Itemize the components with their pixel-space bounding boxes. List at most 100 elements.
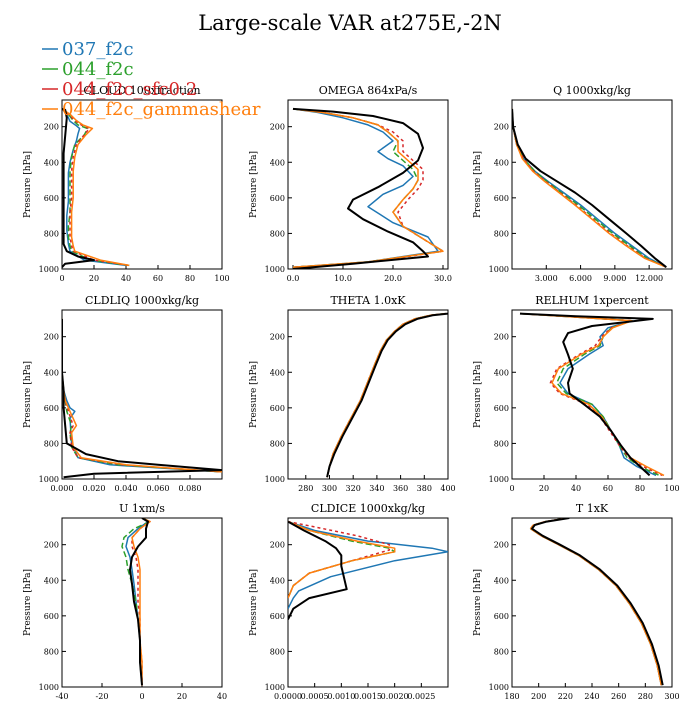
series-line-037-f2c (292, 108, 439, 268)
series-line-044-f2c (519, 312, 660, 477)
subplot-8: CLDICE 1000xkg/kg 200 400 600 800 1000 Pressur… (249, 502, 449, 701)
x-tick-label: 0 (59, 274, 64, 283)
x-tick-label: 260 (611, 692, 626, 700)
x-tick-label: 0.020 (83, 484, 106, 493)
subplot-3: Q 1000xkg/kg 200 400 600 800 1000 Pressure [hP… (473, 84, 673, 283)
series-line-044-f2c-sfc0-2 (519, 312, 663, 477)
x-tick-label: 0.060 (147, 484, 170, 493)
x-tick-label: 0 (509, 484, 514, 493)
plot-frame (511, 99, 673, 270)
series-group (519, 312, 665, 477)
x-tick-label: 20.0 (384, 274, 402, 283)
y-tick-label: 400 (494, 576, 509, 585)
y-tick-label: 400 (270, 368, 285, 377)
y-tick-label: 1000 (489, 265, 509, 274)
series-line-044-f2c (292, 108, 444, 268)
x-tick-label: 3.000 (535, 274, 558, 283)
y-tick-label: 200 (270, 541, 285, 550)
y-tick-label: 400 (44, 368, 59, 377)
y-axis-label: Pressure [hPa] (473, 361, 483, 428)
series-line-044-f2c-sfc0-2 (512, 108, 667, 268)
x-tick-label: 60 (603, 484, 613, 493)
y-tick-label: 800 (44, 229, 59, 238)
y-axis-label: Pressure [hPa] (23, 361, 33, 428)
y-tick-label: 800 (270, 647, 285, 656)
series-group (292, 107, 444, 269)
legend-label: 044_f2c_gammashear (62, 99, 261, 120)
y-tick-label: 200 (270, 333, 285, 342)
series-line-044-f2c-gammashear (512, 108, 667, 268)
figure-title: Large-scale VAR at275E,-2N (198, 11, 502, 35)
y-tick-label: 600 (494, 194, 509, 203)
series-line-037-f2c (125, 518, 149, 686)
y-tick-label: 400 (270, 158, 285, 167)
x-tick-label: 30.0 (434, 274, 452, 283)
subplot-title: T 1xK (576, 502, 609, 515)
x-tick-label: -20 (96, 692, 109, 700)
x-tick-label: 0.0005 (301, 692, 329, 700)
x-tick-label: 280 (638, 692, 653, 700)
y-tick-label: 800 (494, 229, 509, 238)
subplot-title: Q 1000xkg/kg (553, 84, 631, 97)
series-line-044-f2c-gammashear (62, 318, 222, 473)
series-group (62, 107, 130, 268)
series-line-044-f2c-sfc0-2 (529, 518, 663, 686)
series-group (326, 312, 448, 478)
x-tick-label: 360 (393, 484, 408, 493)
y-tick-label: 200 (44, 123, 59, 132)
x-tick-label: 0 (139, 692, 144, 700)
subplot-2: OMEGA 864xPa/s 200 400 600 800 1000 Pressure [… (249, 84, 452, 283)
y-tick-label: 600 (44, 404, 59, 413)
subplot-9: T 1xK 200 400 600 800 1000 Pressure [hPa] 180 20… (473, 502, 680, 701)
legend-label: 044_f2c_sfc0.2 (62, 79, 197, 100)
x-tick-label: 9.000 (603, 274, 626, 283)
x-tick-label: 400 (440, 484, 455, 493)
x-tick-label: 100 (214, 274, 229, 283)
series-group (121, 518, 151, 686)
y-tick-label: 1000 (265, 265, 285, 274)
y-tick-label: 600 (494, 404, 509, 413)
y-tick-label: 600 (270, 612, 285, 621)
subplot-title: U 1xm/s (119, 502, 165, 515)
legend-label: 037_f2c (62, 39, 134, 60)
x-tick-label: 80 (635, 484, 645, 493)
subplot-5: THETA 1.0xK 200 400 600 800 1000 Pressure [hPa… (249, 294, 456, 493)
y-tick-label: 1000 (489, 683, 509, 692)
y-tick-label: 600 (44, 194, 59, 203)
y-tick-label: 600 (270, 194, 285, 203)
y-tick-label: 400 (494, 158, 509, 167)
x-tick-label: 40 (571, 484, 581, 493)
y-tick-label: 800 (270, 439, 285, 448)
series-line-reference (129, 518, 149, 686)
series-line-044-f2c-gammashear (529, 518, 663, 686)
series-line-037-f2c (62, 318, 222, 473)
x-tick-label: 280 (298, 484, 313, 493)
y-axis-label: Pressure [hPa] (249, 569, 259, 636)
series-line-044-f2c (62, 318, 222, 473)
plot-frame (287, 99, 449, 270)
series-line-reference (62, 107, 95, 268)
series-line-044-f2c-gammashear (62, 108, 130, 267)
series-line-reference (292, 107, 429, 269)
subplot-title: OMEGA 864xPa/s (319, 84, 418, 97)
x-tick-label: 0.0010 (327, 692, 355, 700)
y-tick-label: 600 (494, 612, 509, 621)
y-tick-label: 1000 (489, 475, 509, 484)
x-tick-label: 0.0020 (381, 692, 409, 700)
x-tick-label: 0.0000 (274, 692, 302, 700)
series-line-reference (512, 108, 667, 268)
series-line-044-f2c-gammashear (326, 312, 446, 478)
y-axis-label: Pressure [hPa] (23, 151, 33, 218)
y-tick-label: 800 (494, 647, 509, 656)
x-tick-label: 0.0 (287, 274, 300, 283)
plot-frame (287, 309, 449, 480)
subplot-title: CLDLIQ 1000xkg/kg (85, 294, 199, 307)
x-tick-label: 40 (121, 274, 131, 283)
series-line-reference (288, 520, 348, 620)
y-tick-label: 400 (270, 576, 285, 585)
x-tick-label: 60 (153, 274, 163, 283)
y-tick-label: 200 (270, 123, 285, 132)
y-tick-label: 800 (44, 647, 59, 656)
x-tick-label: 20 (89, 274, 99, 283)
